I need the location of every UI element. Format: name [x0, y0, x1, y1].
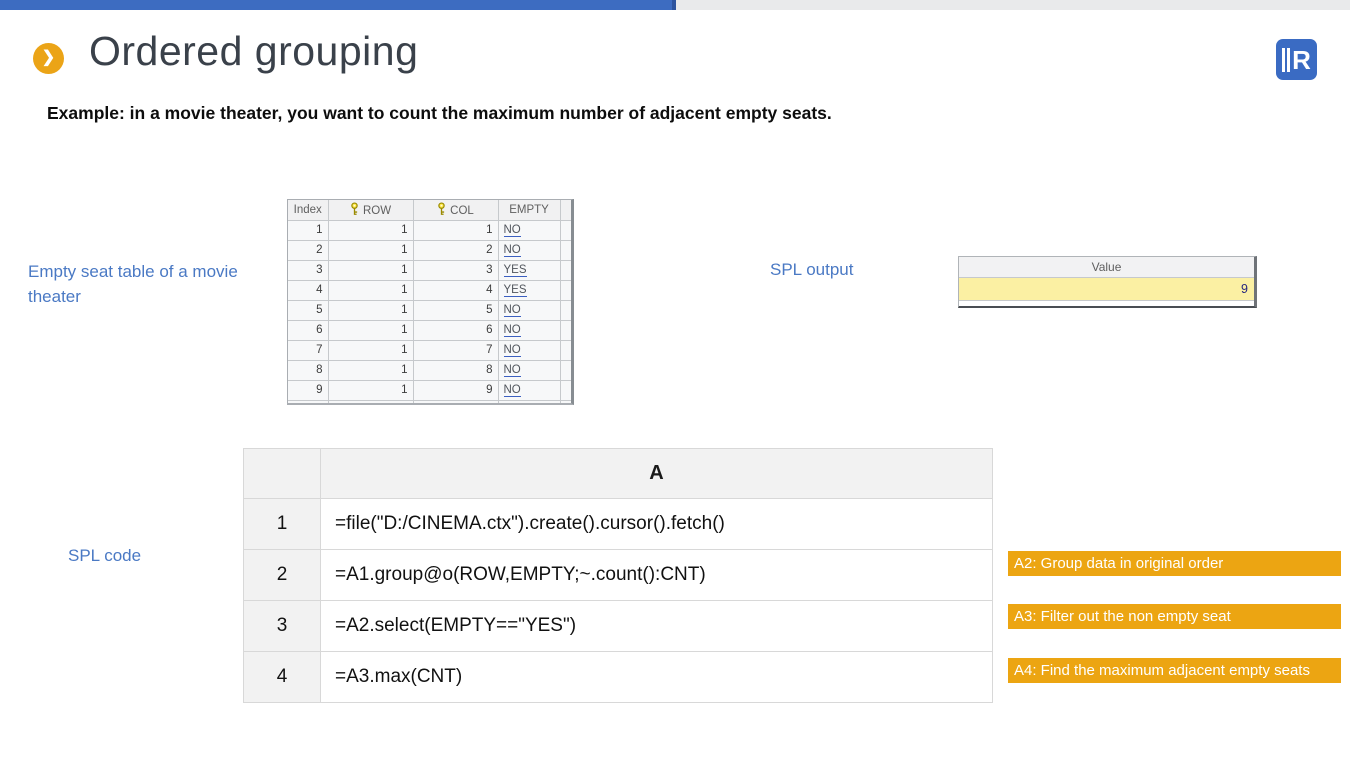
empty-value-link: NO [503, 224, 521, 237]
code-row: 1 =file("D:/CINEMA.ctx").create().cursor… [243, 498, 993, 550]
table-row: 4 1 4 YES [288, 279, 571, 301]
column-header-index: Index [288, 200, 329, 221]
top-bar-gray-segment [676, 0, 1350, 10]
table-row: 5 1 5 NO [288, 299, 571, 321]
table-row: 1 1 1 NO [288, 219, 571, 241]
seat-table: Index ROW COL EMPTY 1 1 1 NO 2 1 2 NO 3 1 3 YES [287, 199, 574, 405]
clipped-row-sliver [959, 301, 1254, 306]
column-header-row: ROW [327, 200, 414, 221]
spl-code-table: A 1 =file("D:/CINEMA.ctx").create().curs… [243, 448, 993, 703]
empty-value-link: NO [503, 344, 521, 357]
primary-key-icon [351, 202, 358, 216]
empty-value-link: NO [503, 244, 521, 257]
empty-value-link: YES [503, 284, 527, 297]
code-cell: =A1.group@o(ROW,EMPTY;~.count():CNT) [320, 549, 993, 601]
example-text: Example: in a movie theater, you want to… [47, 103, 832, 123]
row-number: 3 [243, 600, 321, 652]
spl-output-table: Value 9 [958, 256, 1257, 308]
code-cell: =file("D:/CINEMA.ctx").create().cursor()… [320, 498, 993, 550]
clipped-row-sliver [288, 399, 571, 403]
seat-table-header-row: Index ROW COL EMPTY [288, 200, 571, 221]
row-number: 4 [243, 651, 321, 703]
top-bar-dark-segment [672, 0, 676, 10]
table-row: 7 1 7 NO [288, 339, 571, 361]
code-row: 3 =A2.select(EMPTY=="YES") [243, 600, 993, 652]
row-number: 1 [243, 498, 321, 550]
spl-output-label: SPL output [770, 260, 854, 279]
column-header-col: COL [412, 200, 499, 221]
code-table-header-row: A [243, 448, 993, 499]
spl-code-label: SPL code [68, 546, 142, 565]
primary-key-icon [438, 202, 445, 216]
annotation-a4: A4: Find the maximum adjacent empty seat… [1008, 658, 1341, 683]
empty-value-link: NO [503, 304, 521, 317]
table-row: 2 1 2 NO [288, 239, 571, 261]
empty-value-link: YES [503, 264, 527, 277]
table-row: 6 1 6 NO [288, 319, 571, 341]
logo-stripe [1282, 47, 1286, 72]
top-bar-blue-segment [0, 0, 672, 10]
logo-letter: R [1292, 44, 1311, 75]
table-row: 8 1 8 NO [288, 359, 571, 381]
seat-table-caption: Empty seat table of a movie theater [28, 262, 238, 306]
corner-cell [243, 448, 321, 499]
row-number: 2 [243, 549, 321, 601]
output-value-cell: 9 [959, 278, 1254, 301]
table-row: 3 1 3 YES [288, 259, 571, 281]
empty-value-link: NO [503, 384, 521, 397]
logo-stripe [1287, 47, 1291, 72]
code-cell: =A2.select(EMPTY=="YES") [320, 600, 993, 652]
raqsoft-logo: R [1276, 39, 1317, 80]
code-row: 2 =A1.group@o(ROW,EMPTY;~.count():CNT) [243, 549, 993, 601]
annotation-a2: A2: Group data in original order [1008, 551, 1341, 576]
empty-value-link: NO [503, 364, 521, 377]
chevron-circle-icon: ❯ [33, 43, 64, 74]
code-cell: =A3.max(CNT) [320, 651, 993, 703]
column-header-empty: EMPTY [497, 200, 561, 221]
annotation-a3: A3: Filter out the non empty seat [1008, 604, 1341, 629]
table-row: 9 1 9 NO [288, 379, 571, 401]
page-title: Ordered grouping [89, 28, 419, 74]
code-row: 4 =A3.max(CNT) [243, 651, 993, 703]
column-header-a: A [320, 448, 993, 499]
top-accent-bar [0, 0, 1350, 10]
clipped-column-sliver [559, 200, 571, 221]
empty-value-link: NO [503, 324, 521, 337]
value-column-header: Value [959, 257, 1254, 278]
